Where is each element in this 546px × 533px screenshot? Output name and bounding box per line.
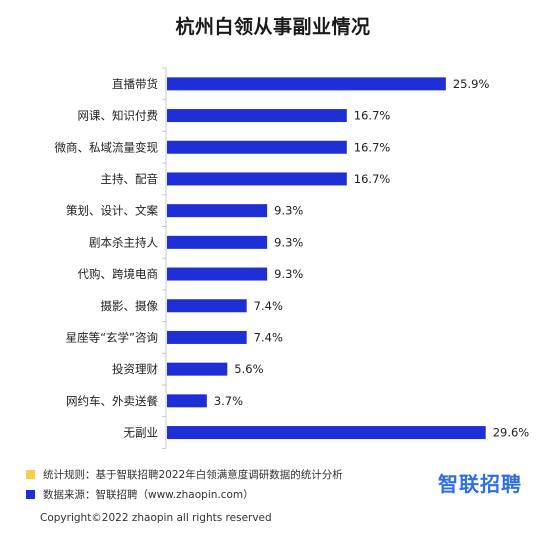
category-label: 网约车、外卖送餐: [66, 394, 158, 408]
value-label: 3.7%: [214, 394, 243, 408]
value-label: 29.6%: [493, 426, 530, 440]
category-label: 投资理财: [112, 362, 158, 376]
legend-source-text: 数据来源：智联招聘（www.zhaopin.com）: [43, 489, 254, 501]
value-label: 16.7%: [354, 109, 391, 123]
value-label: 25.9%: [453, 77, 490, 91]
value-label: 9.3%: [274, 204, 303, 218]
value-label: 16.7%: [354, 172, 391, 186]
bar: [167, 204, 268, 218]
legend-rule-text: 统计规则：基于智联招聘2022年白领满意度调研数据的统计分析: [43, 469, 343, 481]
bar: [167, 426, 486, 440]
category-label: 剧本杀主持人: [89, 235, 158, 249]
bar-chart: 直播带货 25.9% 网课、知识付费 16.7% 微商、私域流量变现 16.7% 主持、配音…: [55, 67, 530, 449]
value-label: 9.3%: [274, 267, 303, 281]
copyright-text: Copyright©2022 zhaopin all rights reserv…: [40, 512, 272, 524]
bar: [167, 172, 347, 186]
chart-title: 杭州白领从事副业情况: [175, 16, 371, 38]
bar: [167, 330, 247, 344]
category-label: 代购、跨境电商: [78, 267, 159, 281]
category-label: 主持、配音: [101, 172, 159, 186]
rule-swatch: [26, 470, 35, 479]
category-label: 网课、知识付费: [78, 109, 159, 123]
bar: [167, 109, 347, 123]
category-label: 微商、私域流量变现: [55, 140, 159, 154]
category-label: 摄影、摄像: [101, 299, 159, 313]
legend-source: 数据来源：智联招聘（www.zhaopin.com）: [26, 487, 254, 502]
bar: [167, 235, 268, 249]
bar: [167, 362, 228, 376]
value-label: 5.6%: [234, 362, 263, 376]
source-swatch: [26, 490, 35, 499]
category-label: 策划、设计、文案: [66, 204, 158, 218]
bar: [167, 267, 268, 281]
bar: [167, 140, 347, 154]
bar: [167, 394, 207, 408]
value-label: 7.4%: [254, 330, 283, 344]
category-label: 星座等“玄学”咨询: [66, 330, 158, 344]
value-label: 16.7%: [354, 140, 391, 154]
bar: [167, 77, 446, 91]
category-label: 直播带货: [112, 77, 158, 91]
zhaopin-logo: 智联招聘: [438, 472, 522, 496]
category-label: 无副业: [124, 426, 159, 440]
legend-rule: 统计规则：基于智联招聘2022年白领满意度调研数据的统计分析: [26, 467, 343, 482]
bar: [167, 299, 247, 313]
value-label: 9.3%: [274, 235, 303, 249]
value-label: 7.4%: [254, 299, 283, 313]
